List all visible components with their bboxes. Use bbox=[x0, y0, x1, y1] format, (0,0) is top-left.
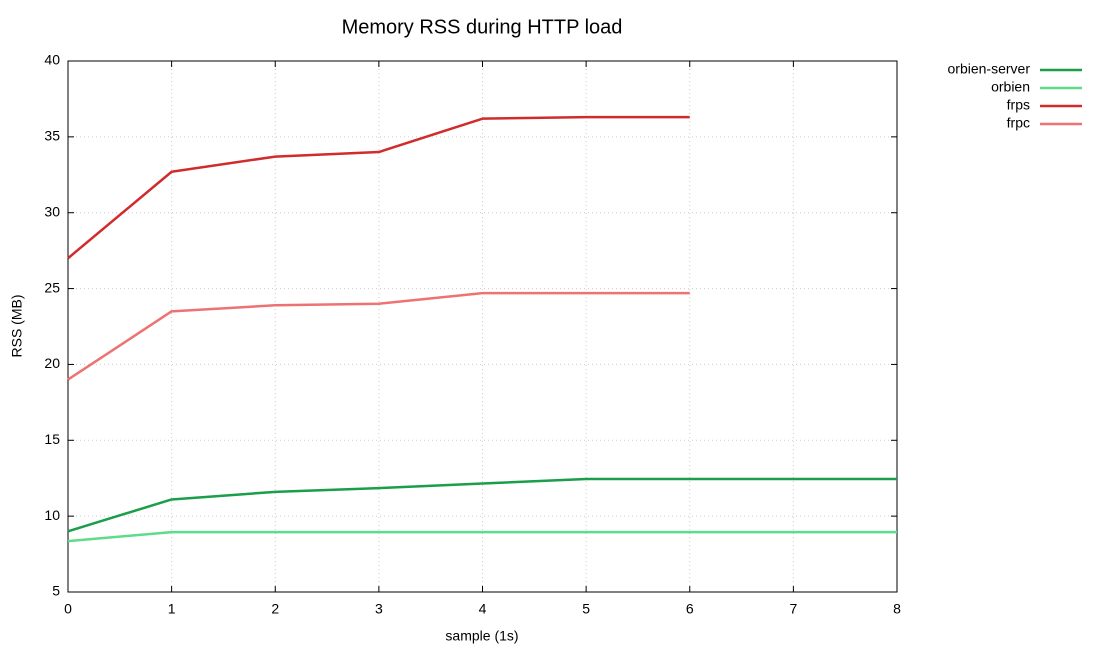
series-line bbox=[67, 477, 897, 533]
y-tick-label: 5 bbox=[52, 583, 60, 599]
plot-frame bbox=[67, 60, 898, 593]
x-tick-label: 0 bbox=[64, 601, 72, 617]
x-tick-label: 8 bbox=[893, 601, 901, 617]
legend-label: frps bbox=[1007, 97, 1030, 113]
y-tick-label: 10 bbox=[44, 507, 60, 523]
x-tick-label: 2 bbox=[271, 601, 279, 617]
y-tick-label: 40 bbox=[44, 52, 60, 68]
x-tick-label: 4 bbox=[479, 601, 487, 617]
x-tick-label: 3 bbox=[375, 601, 383, 617]
x-axis-label: sample (1s) bbox=[445, 628, 518, 644]
y-tick-label: 30 bbox=[44, 203, 60, 219]
legend-label: frpc bbox=[1007, 115, 1030, 131]
y-tick-label: 15 bbox=[44, 431, 60, 447]
x-tick-label: 6 bbox=[686, 601, 694, 617]
chart-title: Memory RSS during HTTP load bbox=[342, 16, 623, 38]
x-tick-label: 1 bbox=[168, 601, 176, 617]
y-tick-label: 25 bbox=[44, 279, 60, 295]
series-line bbox=[67, 291, 690, 381]
y-tick-label: 20 bbox=[44, 355, 60, 371]
x-tick-label: 5 bbox=[582, 601, 590, 617]
series-line bbox=[67, 530, 897, 543]
x-tick-label: 7 bbox=[789, 601, 797, 617]
series-line bbox=[67, 115, 690, 260]
y-axis-label: RSS (MB) bbox=[9, 295, 25, 358]
y-tick-label: 35 bbox=[44, 128, 60, 144]
legend-label: orbien-server bbox=[948, 61, 1031, 77]
legend-label: orbien bbox=[991, 79, 1030, 95]
